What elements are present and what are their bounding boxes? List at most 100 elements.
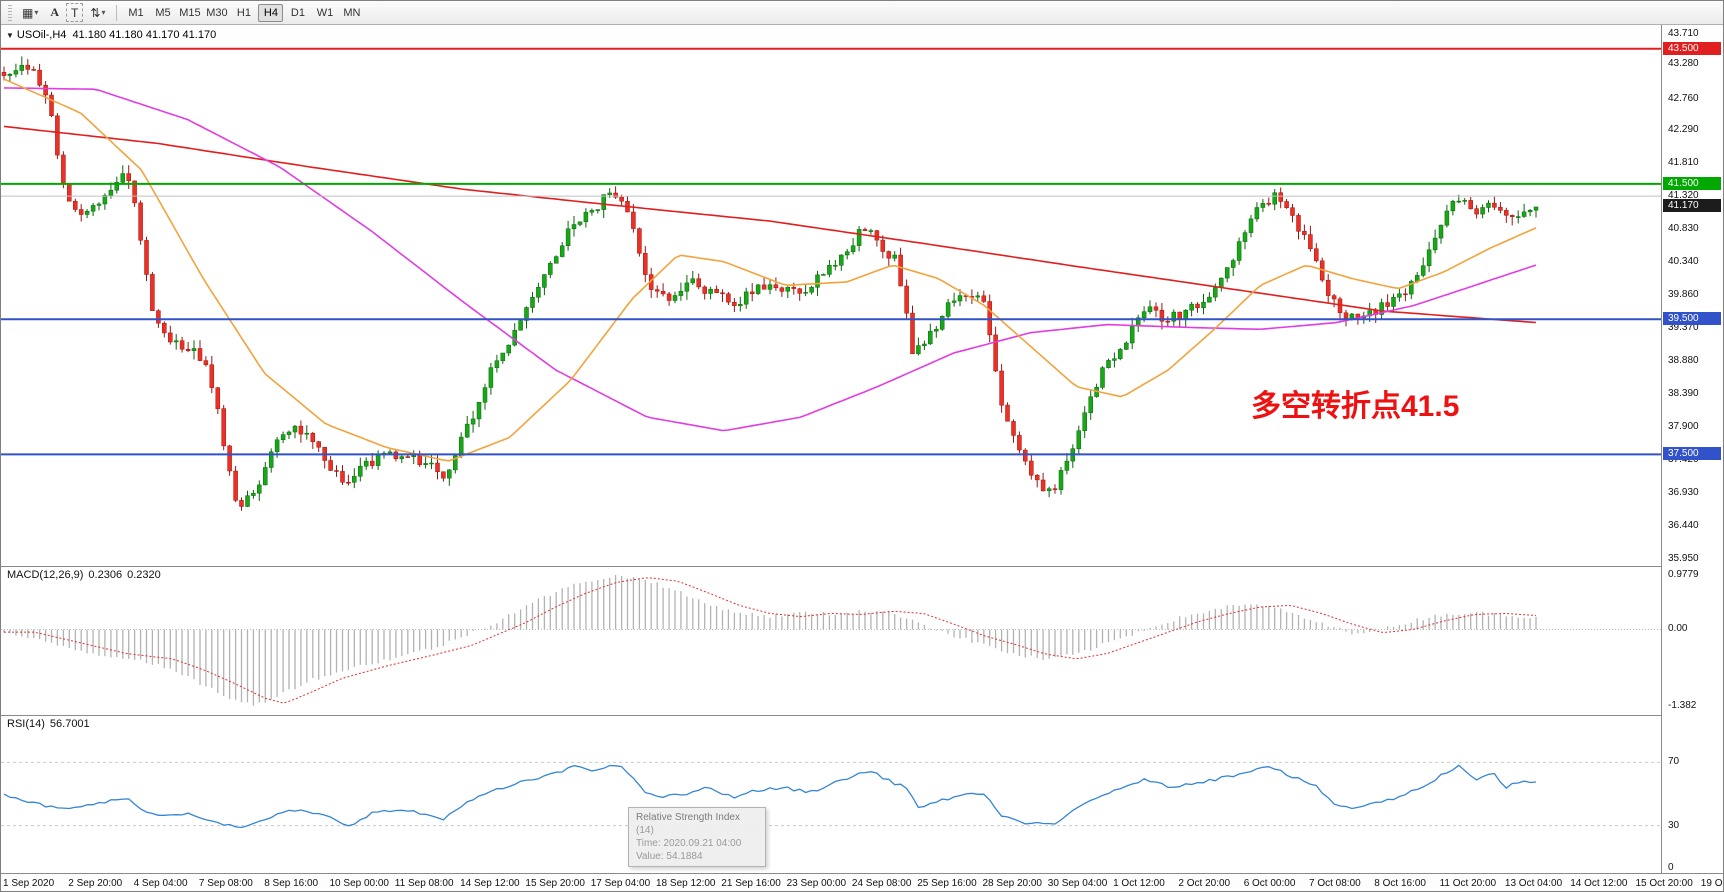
- toolbar: ▦ ▾ A T ⇅ ▾ M1 M5 M15 M30 H1 H4 D1 W1 MN: [1, 1, 1723, 25]
- tooltip-time: Time: 2020.09.21 04:00: [636, 838, 742, 849]
- chart-objects-button[interactable]: ▦ ▾: [17, 3, 43, 22]
- main-chart-panel: ▼ USOil-,H4 41.180 41.180 41.170 41.170 多空…: [1, 25, 1661, 566]
- macd-value-main: 0.2306: [88, 569, 123, 581]
- time-axis-label: 17 Sep 04:00: [590, 878, 651, 889]
- timeframe-m30[interactable]: M30: [206, 6, 228, 19]
- rsi-value: 56.7001: [49, 718, 90, 730]
- price-axis-label: 43.710: [1668, 28, 1699, 40]
- tooltip-title: Relative Strength Index: [636, 812, 740, 823]
- price-axis-label: 38.880: [1668, 355, 1699, 367]
- cycle-tool-button[interactable]: ⇅ ▾: [85, 3, 110, 22]
- time-axis-label: 30 Sep 04:00: [1047, 878, 1108, 889]
- chart-text-annotation: 多空转折点41.5: [1251, 390, 1460, 423]
- rsi-axis-label: 70: [1668, 756, 1680, 768]
- letter-t-icon: T: [71, 5, 79, 20]
- rsi-axis-label: 30: [1668, 819, 1680, 831]
- price-axis-label: 43.280: [1668, 57, 1699, 69]
- time-axis-label: 10 Sep 00:00: [329, 878, 390, 889]
- macd-axis-label: 0.9779: [1668, 569, 1699, 581]
- time-axis-label: 23 Sep 00:00: [786, 878, 847, 889]
- time-axis-label: 1 Sep 2020: [3, 878, 55, 889]
- rsi-panel: RSI(14) 56.7001 Relative Strength Index (…: [1, 715, 1661, 873]
- price-axis-label: 41.810: [1668, 156, 1699, 168]
- toolbar-divider: [116, 4, 118, 21]
- price-axis-label: 38.390: [1668, 388, 1699, 400]
- chart-title: ▼ USOil-,H4 41.180 41.180 41.170 41.170: [6, 29, 216, 41]
- panel-divider[interactable]: [1, 715, 1723, 716]
- ohlc-values: 41.180 41.180 41.170 41.170: [72, 29, 217, 41]
- chevron-down-icon: ▾: [101, 8, 106, 17]
- price-axis-label: 41.320: [1668, 190, 1699, 202]
- toolbar-grip[interactable]: [8, 4, 12, 21]
- dropdown-triangle-icon[interactable]: ▼: [6, 31, 14, 40]
- time-axis-label: 6 Oct 00:00: [1243, 878, 1296, 889]
- tooltip-value: Value: 54.1884: [636, 851, 703, 862]
- macd-panel: MACD(12,26,9) 0.2306 0.2320: [1, 566, 1661, 715]
- timeframe-m1[interactable]: M1: [128, 6, 144, 19]
- rsi-label: RSI(14) 56.7001: [7, 718, 90, 730]
- price-axis-badge: 41.500: [1663, 176, 1721, 190]
- price-axis-label: 40.830: [1668, 223, 1699, 235]
- time-axis-label: 7 Oct 08:00: [1309, 878, 1361, 889]
- price-axis-badge: 41.170: [1663, 199, 1721, 213]
- letter-a-icon: A: [50, 5, 60, 19]
- timeframe-mn[interactable]: MN: [343, 6, 361, 19]
- price-axis-label: 39.860: [1668, 288, 1699, 300]
- time-axis-label: 21 Sep 16:00: [721, 878, 781, 889]
- price-axis-label: 35.950: [1668, 553, 1699, 565]
- price-axis-label: 37.900: [1668, 421, 1699, 433]
- panel-divider[interactable]: [1, 566, 1723, 567]
- timeframe-w1[interactable]: W1: [316, 6, 334, 19]
- time-axis-label: 15 Sep 20:00: [525, 878, 585, 889]
- time-axis-label: 15 Oct 20:00: [1635, 878, 1693, 889]
- price-axis-badge: 37.500: [1663, 447, 1721, 461]
- macd-axis-label: 0.00: [1668, 623, 1688, 635]
- time-axis-label: 2 Sep 20:00: [68, 878, 123, 889]
- macd-name: MACD(12,26,9): [7, 569, 84, 581]
- price-axis-label: 39.370: [1668, 321, 1699, 333]
- rsi-axis-label: 0: [1668, 862, 1674, 873]
- price-axis-badge: 39.500: [1663, 312, 1721, 326]
- time-axis-label: 11 Sep 08:00: [394, 878, 454, 889]
- macd-value-signal: 0.2320: [127, 569, 161, 581]
- time-axis-label: 25 Sep 16:00: [917, 878, 977, 889]
- timeframe-m15[interactable]: M15: [179, 6, 201, 19]
- price-axis-label: 36.930: [1668, 486, 1699, 498]
- timeframe-m5[interactable]: M5: [155, 6, 171, 19]
- text-box-button[interactable]: T: [66, 3, 84, 22]
- price-axis-badge: 43.500: [1663, 41, 1721, 55]
- indicator-tooltip: Relative Strength Index (14) Time: 2020.…: [628, 807, 766, 867]
- time-axis-label: 2 Oct 20:00: [1178, 878, 1231, 889]
- price-axis-label: 36.440: [1668, 520, 1699, 532]
- symbol-period-label: USOil-,H4: [16, 29, 67, 41]
- macd-axis-label: -1.382: [1668, 699, 1697, 711]
- price-axis[interactable]: 43.710 43.280 42.760 42.290 41.810 41.320 40.8…: [1661, 25, 1723, 873]
- time-axis-label: 4 Sep 04:00: [133, 878, 188, 889]
- time-axis-label: 11 Oct 20:00: [1439, 878, 1497, 889]
- timeframe-h4[interactable]: H4: [258, 3, 284, 22]
- rsi-plot[interactable]: [1, 715, 1661, 873]
- macd-plot[interactable]: [1, 566, 1661, 715]
- time-axis-label: 14 Sep 12:00: [460, 878, 520, 889]
- price-axis-label: 42.760: [1668, 92, 1699, 104]
- price-axis-label: 42.290: [1668, 124, 1699, 136]
- main-chart-plot[interactable]: [1, 25, 1661, 566]
- up-down-arrows-icon: ⇅: [90, 5, 101, 20]
- text-label-button[interactable]: A: [45, 3, 64, 22]
- time-axis-label: 19 Oct 04:00: [1700, 878, 1723, 889]
- tooltip-period: (14): [636, 825, 654, 836]
- time-axis-label: 7 Sep 08:00: [198, 878, 253, 889]
- time-axis-label: 13 Oct 04:00: [1504, 878, 1563, 889]
- rsi-name: RSI(14): [7, 718, 45, 730]
- chevron-down-icon: ▾: [34, 8, 39, 17]
- time-axis[interactable]: 1 Sep 2020 2 Sep 20:00 4 Sep 04:00 7 Sep 08…: [1, 873, 1723, 891]
- chart-grid-icon: ▦: [22, 5, 34, 20]
- time-axis-label: 28 Sep 20:00: [982, 878, 1043, 889]
- timeframe-d1[interactable]: D1: [290, 6, 305, 19]
- timeframe-h1[interactable]: H1: [236, 6, 251, 19]
- time-axis-label: 1 Oct 12:00: [1113, 878, 1165, 889]
- time-axis-label: 18 Sep 12:00: [656, 878, 716, 889]
- time-axis-label: 8 Oct 16:00: [1374, 878, 1426, 889]
- time-axis-label: 8 Sep 16:00: [264, 878, 319, 889]
